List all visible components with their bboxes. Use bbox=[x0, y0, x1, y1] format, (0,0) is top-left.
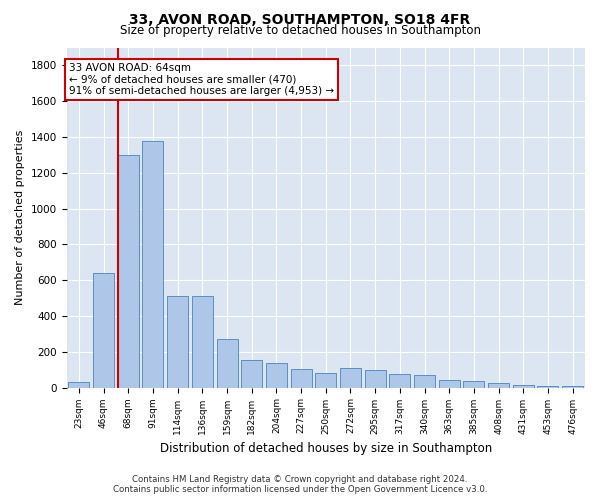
Bar bbox=[365, 370, 386, 388]
Text: 33, AVON ROAD, SOUTHAMPTON, SO18 4FR: 33, AVON ROAD, SOUTHAMPTON, SO18 4FR bbox=[130, 12, 470, 26]
Bar bbox=[414, 375, 435, 388]
Y-axis label: Number of detached properties: Number of detached properties bbox=[15, 130, 25, 305]
X-axis label: Distribution of detached houses by size in Southampton: Distribution of detached houses by size … bbox=[160, 442, 492, 455]
Bar bbox=[93, 273, 114, 388]
Bar bbox=[167, 296, 188, 388]
Bar bbox=[217, 339, 238, 388]
Text: Size of property relative to detached houses in Southampton: Size of property relative to detached ho… bbox=[119, 24, 481, 37]
Bar bbox=[340, 368, 361, 388]
Bar bbox=[142, 140, 163, 388]
Bar bbox=[439, 380, 460, 388]
Bar bbox=[389, 374, 410, 388]
Text: Contains HM Land Registry data © Crown copyright and database right 2024.
Contai: Contains HM Land Registry data © Crown c… bbox=[113, 474, 487, 494]
Bar bbox=[488, 383, 509, 388]
Bar bbox=[513, 385, 534, 388]
Bar bbox=[266, 362, 287, 388]
Bar bbox=[68, 382, 89, 388]
Text: 33 AVON ROAD: 64sqm
← 9% of detached houses are smaller (470)
91% of semi-detach: 33 AVON ROAD: 64sqm ← 9% of detached hou… bbox=[69, 63, 334, 96]
Bar bbox=[315, 374, 336, 388]
Bar bbox=[538, 386, 559, 388]
Bar bbox=[562, 386, 583, 388]
Bar bbox=[241, 360, 262, 388]
Bar bbox=[192, 296, 213, 388]
Bar bbox=[118, 155, 139, 388]
Bar bbox=[463, 382, 484, 388]
Bar bbox=[290, 369, 311, 388]
